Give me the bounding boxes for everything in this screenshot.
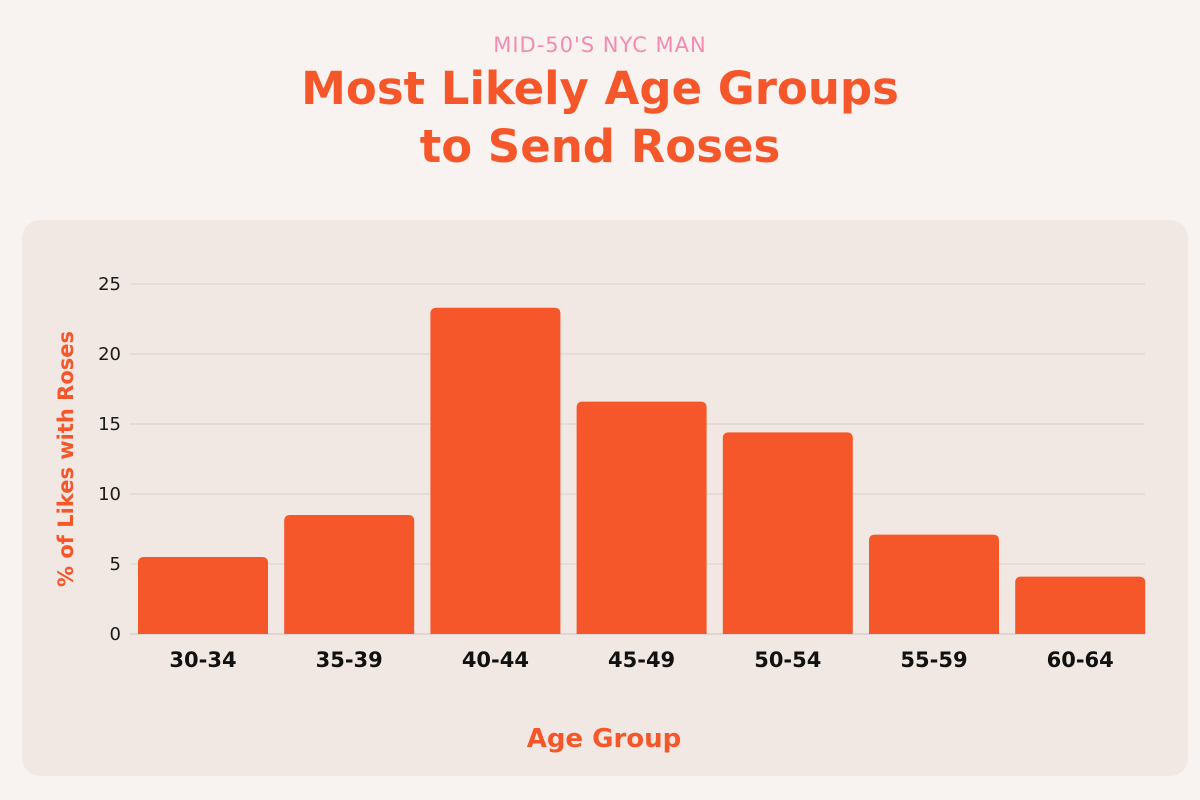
y-tick-label: 10 xyxy=(98,484,121,505)
y-axis-ticks: 0 5 10 15 20 25 xyxy=(98,274,121,645)
x-category-label: 30-34 xyxy=(169,648,236,672)
x-category-label: 40-44 xyxy=(462,648,529,672)
bar-35-39 xyxy=(284,515,415,634)
bar-60-64 xyxy=(1015,576,1146,634)
y-axis-title: % of Likes with Roses xyxy=(54,331,78,587)
y-tick-label: 20 xyxy=(98,344,121,365)
x-category-label: 60-64 xyxy=(1047,648,1114,672)
chart-eyebrow: MID-50'S NYC MAN xyxy=(493,33,707,57)
x-category-label: 35-39 xyxy=(316,648,383,672)
y-tick-label: 0 xyxy=(110,624,121,645)
x-category-label: 50-54 xyxy=(754,648,821,672)
bars xyxy=(138,307,1146,634)
chart-title-line-1: Most Likely Age Groups xyxy=(301,62,899,115)
bar-30-34 xyxy=(138,557,268,634)
x-axis-title: Age Group xyxy=(527,724,682,754)
bar-50-54 xyxy=(722,432,853,634)
y-tick-label: 5 xyxy=(110,554,121,575)
x-category-label: 45-49 xyxy=(608,648,675,672)
bar-55-59 xyxy=(869,534,999,634)
chart-title: Most Likely Age Groups to Send Roses xyxy=(0,60,1200,176)
chart-title-line-2: to Send Roses xyxy=(419,120,781,173)
x-axis-categories: 30-34 35-39 40-44 45-49 50-54 55-59 60-64 xyxy=(169,648,1113,672)
x-category-label: 55-59 xyxy=(900,648,967,672)
bar-45-49 xyxy=(576,401,707,634)
y-tick-label: 25 xyxy=(98,274,121,295)
bar-40-44 xyxy=(430,307,561,634)
y-tick-label: 15 xyxy=(98,414,121,435)
